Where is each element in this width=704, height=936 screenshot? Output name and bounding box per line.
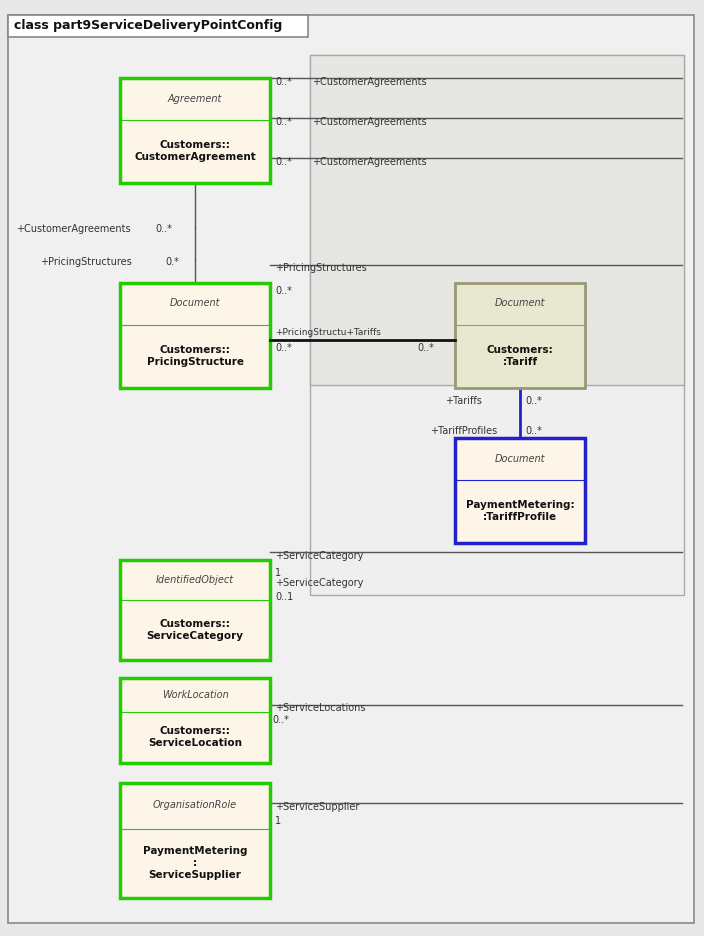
Text: 1: 1 <box>275 568 281 578</box>
Text: +CustomerAgreements: +CustomerAgreements <box>16 224 131 234</box>
Text: 0..*: 0..* <box>275 343 292 353</box>
Text: PaymentMetering:
:TariffProfile: PaymentMetering: :TariffProfile <box>465 500 574 521</box>
Text: PaymentMetering
:
ServiceSupplier: PaymentMetering : ServiceSupplier <box>143 846 247 880</box>
Text: 0.*: 0.* <box>165 257 179 267</box>
Text: Agreement: Agreement <box>168 94 222 104</box>
Text: OrganisationRole: OrganisationRole <box>153 800 237 811</box>
Text: +CustomerAgreements: +CustomerAgreements <box>312 117 427 127</box>
Text: +TariffProfiles: +TariffProfiles <box>430 426 497 435</box>
Text: 0..*: 0..* <box>272 715 289 725</box>
Text: 0..*: 0..* <box>155 224 172 234</box>
Text: Document: Document <box>495 454 546 463</box>
Text: 0..*: 0..* <box>275 285 292 296</box>
Text: WorkLocation: WorkLocation <box>162 690 228 699</box>
Text: +PricingStructu+Tariffs: +PricingStructu+Tariffs <box>275 328 381 337</box>
Text: +ServiceLocations: +ServiceLocations <box>275 703 365 713</box>
Text: IdentifiedObject: IdentifiedObject <box>156 575 234 585</box>
Text: +Tariffs: +Tariffs <box>445 396 482 405</box>
Bar <box>310 55 684 385</box>
Bar <box>8 15 308 37</box>
Text: Customers:
:Tariff: Customers: :Tariff <box>486 345 553 367</box>
Bar <box>120 678 270 763</box>
Text: Customers::
ServiceLocation: Customers:: ServiceLocation <box>148 726 242 748</box>
Text: class part9ServiceDeliveryPointConfig: class part9ServiceDeliveryPointConfig <box>14 20 282 33</box>
Text: 1: 1 <box>275 816 281 826</box>
Text: 0..1: 0..1 <box>275 592 294 602</box>
Text: Customers::
CustomerAgreement: Customers:: CustomerAgreement <box>134 140 256 162</box>
Text: 0..*: 0..* <box>525 426 542 435</box>
Bar <box>455 437 585 543</box>
Text: Document: Document <box>495 299 546 309</box>
Text: +CustomerAgreements: +CustomerAgreements <box>312 157 427 167</box>
Text: 0..*: 0..* <box>525 396 542 405</box>
Text: Customers::
ServiceCategory: Customers:: ServiceCategory <box>146 620 244 641</box>
Bar <box>120 560 270 660</box>
Text: +PricingStructures: +PricingStructures <box>275 263 367 273</box>
Text: 0..*: 0..* <box>275 157 292 167</box>
Bar <box>310 55 684 595</box>
Text: +PricingStructures: +PricingStructures <box>40 257 132 267</box>
Text: +ServiceCategory: +ServiceCategory <box>275 551 363 561</box>
Bar <box>120 78 270 183</box>
Text: +ServiceSupplier: +ServiceSupplier <box>275 801 359 812</box>
Text: Customers::
PricingStructure: Customers:: PricingStructure <box>146 345 244 367</box>
Bar <box>455 283 585 388</box>
Text: +CustomerAgreements: +CustomerAgreements <box>312 77 427 87</box>
Bar <box>120 283 270 388</box>
Text: 0..*: 0..* <box>275 117 292 127</box>
Text: 0..*: 0..* <box>275 77 292 87</box>
Text: 0..*: 0..* <box>417 343 434 353</box>
Text: +ServiceCategory: +ServiceCategory <box>275 578 363 588</box>
Text: Document: Document <box>170 299 220 309</box>
Bar <box>120 782 270 898</box>
